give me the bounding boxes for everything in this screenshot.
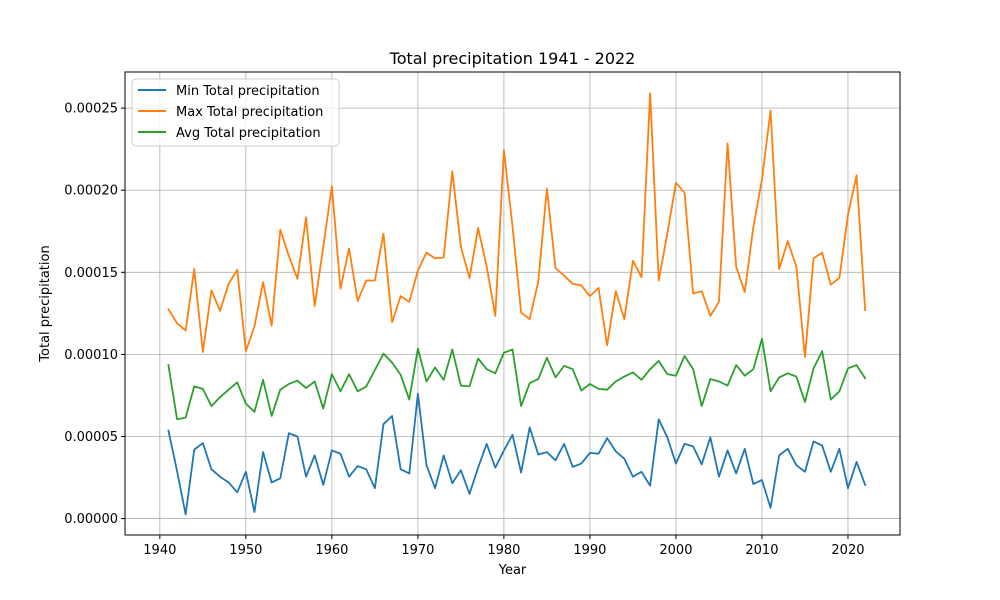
x-tick-label: 1950 [229, 543, 262, 558]
y-tick-label: 0.00020 [64, 184, 118, 199]
axes: 1940 1950 1960 1970 1980 1990 2000 2010 2020 0.00… [64, 102, 864, 558]
x-tick-label: 2010 [745, 543, 778, 558]
plot-area-frame [124, 71, 901, 536]
x-tick-label: 1970 [401, 543, 434, 558]
legend: Min Total precipitation Max Total precip… [131, 78, 340, 147]
x-tick-label: 1980 [487, 543, 520, 558]
x-tick-label: 1990 [573, 543, 606, 558]
y-tick-label: 0.00010 [64, 348, 118, 363]
legend-label-min: Min Total precipitation [176, 84, 320, 99]
y-tick-label: 0.00025 [64, 102, 118, 117]
max-precipitation-line [167, 92, 867, 358]
y-tick-label: 0.00000 [64, 512, 118, 527]
y-tick-label: 0.00015 [64, 266, 118, 281]
x-tick-label: 1940 [143, 543, 176, 558]
min-precipitation-line [167, 392, 867, 516]
x-tick-label: 1960 [315, 543, 348, 558]
chart-title: Total precipitation 1941 - 2022 [389, 49, 636, 68]
x-tick-label: 2000 [659, 543, 692, 558]
x-tick-label: 2020 [831, 543, 864, 558]
legend-label-avg: Avg Total precipitation [176, 126, 321, 141]
legend-label-max: Max Total precipitation [176, 105, 323, 120]
avg-precipitation-line [167, 337, 867, 421]
series-lines [167, 92, 867, 516]
y-axis-label: Total precipitation [38, 245, 53, 362]
legend-box [131, 78, 340, 147]
x-axis-label: Year [498, 563, 527, 578]
y-tick-label: 0.00005 [64, 430, 118, 445]
